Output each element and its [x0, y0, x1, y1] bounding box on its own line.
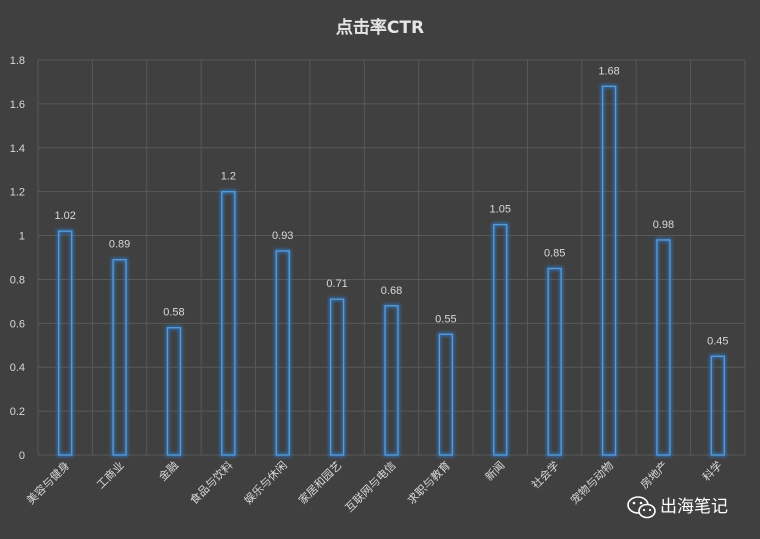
bar-glow [600, 84, 618, 457]
bar-glow [274, 248, 292, 457]
bar-outline [384, 305, 399, 456]
bar-glow [56, 229, 74, 457]
bar-data-label: 1.2 [221, 171, 236, 183]
bar-outline [601, 85, 617, 456]
x-category-label: 互联网与电信 [343, 459, 399, 515]
x-category-label: 美容与健身 [24, 458, 73, 507]
y-tick-label: 1.2 [10, 187, 25, 199]
bar-glow [709, 354, 727, 457]
watermark-text: 出海笔记 [660, 497, 728, 517]
x-category-label: 娱乐与休闲 [241, 458, 290, 507]
x-category-label: 食品与饮料 [187, 458, 236, 507]
bar [328, 297, 346, 458]
x-category-label: 科学 [699, 458, 724, 483]
bar [56, 229, 74, 457]
bar [219, 189, 237, 458]
x-category-label: 工商业 [93, 458, 126, 491]
x-category-label: 求职与教育 [404, 458, 453, 507]
bar [165, 325, 183, 458]
bar-outline [58, 230, 73, 456]
bar [111, 257, 129, 458]
bar [709, 354, 727, 457]
bar [546, 266, 564, 457]
bar-data-label: 0.71 [326, 278, 347, 290]
bar-data-label: 0.93 [272, 230, 293, 242]
bar-glow [328, 297, 346, 458]
x-category-label: 家居和园艺 [295, 458, 344, 507]
bar-data-label: 0.98 [653, 219, 674, 231]
bar-glow [437, 332, 455, 457]
chart-title: 点击率CTR [336, 17, 424, 38]
bar-glow [383, 303, 400, 457]
bar-outline [329, 298, 345, 456]
gridlines [37, 59, 746, 456]
y-tick-label: 1.6 [10, 99, 25, 111]
bar-outline [547, 267, 562, 456]
bar-outline [275, 250, 290, 456]
y-tick-label: 1.8 [10, 55, 25, 67]
bar [383, 303, 400, 457]
bar [600, 84, 618, 457]
y-tick-label: 0.6 [10, 318, 25, 330]
x-category-label: 新闻 [482, 458, 507, 483]
bar-outline [656, 239, 671, 456]
bar [274, 248, 292, 457]
bar-data-label: 0.85 [544, 247, 565, 259]
bar-glow [111, 257, 129, 458]
x-category-label: 社会学 [529, 458, 562, 491]
y-tick-label: 0.8 [10, 274, 25, 286]
data-labels: 1.02 0.89 0.58 1.2 0.93 0.71 0.68 0.55 1.05 0.85 1… [54, 65, 728, 347]
bar [437, 332, 455, 457]
y-tick-label: 0.2 [10, 406, 25, 418]
y-tick-label: 0 [19, 450, 25, 462]
x-category-label: 金融 [156, 458, 181, 483]
bars [56, 84, 727, 458]
bar-glow [165, 325, 183, 458]
y-tick-label: 0.4 [10, 362, 25, 374]
bar-outline [112, 259, 127, 456]
bar-glow [546, 266, 564, 457]
bar-outline [438, 333, 454, 456]
y-axis-ticks: 0 0.2 0.4 0.6 0.8 1 1.2 1.4 1.6 1.8 [10, 55, 25, 462]
bar-glow [654, 237, 672, 457]
bar-data-label: 1.05 [490, 204, 511, 216]
bar-glow [491, 222, 509, 457]
bar-data-label: 0.45 [707, 335, 728, 347]
bar-data-label: 0.68 [381, 285, 402, 297]
bar-data-label: 0.55 [435, 313, 456, 325]
bar-outline [493, 223, 508, 456]
bar [491, 222, 509, 457]
bar-data-label: 1.68 [598, 65, 619, 77]
bar-outline [166, 327, 182, 456]
bar-data-label: 0.89 [109, 239, 130, 251]
wechat-icon [627, 496, 656, 519]
watermark: 出海笔记 [627, 496, 728, 519]
bar-outline [221, 191, 236, 456]
bar-data-label: 0.58 [163, 307, 184, 319]
bar-outline [710, 355, 725, 456]
y-tick-label: 1.4 [10, 143, 25, 155]
y-tick-label: 1 [19, 231, 25, 243]
x-category-label: 房地产 [637, 458, 670, 491]
bar-data-label: 1.02 [54, 210, 75, 222]
x-category-label: 宠物与动物 [567, 458, 616, 507]
bar [654, 237, 672, 457]
